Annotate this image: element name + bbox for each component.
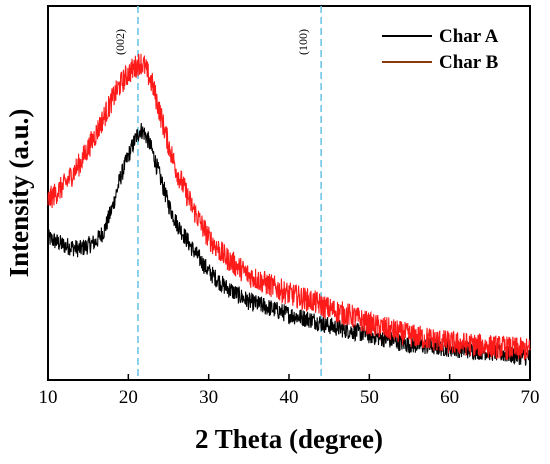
- x-axis-tick-labels: 10 20 30 40 50 60 70: [39, 387, 540, 408]
- x-tick-label-60: 60: [440, 387, 459, 408]
- series-lines: [47, 53, 531, 366]
- reference-line-label-1: (100): [296, 29, 310, 55]
- x-axis-ticks: [47, 374, 531, 380]
- series-line-char-b: [47, 53, 531, 361]
- x-tick-label-50: 50: [360, 387, 379, 408]
- x-tick-label-70: 70: [521, 387, 540, 408]
- x-tick-label-10: 10: [39, 387, 58, 408]
- series-line-char-a: [47, 122, 531, 366]
- x-axis-title: 2 Theta (degree): [195, 424, 383, 454]
- reference-lines: (002) (100): [113, 6, 322, 380]
- x-tick-label-20: 20: [119, 387, 138, 408]
- legend-label-char-a: Char A: [439, 26, 499, 47]
- legend-label-char-b: Char B: [439, 52, 499, 73]
- y-axis-title: Intensity (a.u.): [4, 109, 34, 278]
- legend: Char A Char B: [382, 26, 499, 73]
- reference-line-label-0: (002): [113, 29, 127, 55]
- x-tick-label-40: 40: [280, 387, 299, 408]
- x-tick-label-30: 30: [199, 387, 218, 408]
